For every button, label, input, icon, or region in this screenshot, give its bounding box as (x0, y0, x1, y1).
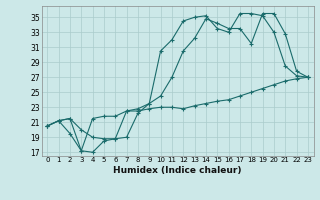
X-axis label: Humidex (Indice chaleur): Humidex (Indice chaleur) (113, 166, 242, 175)
